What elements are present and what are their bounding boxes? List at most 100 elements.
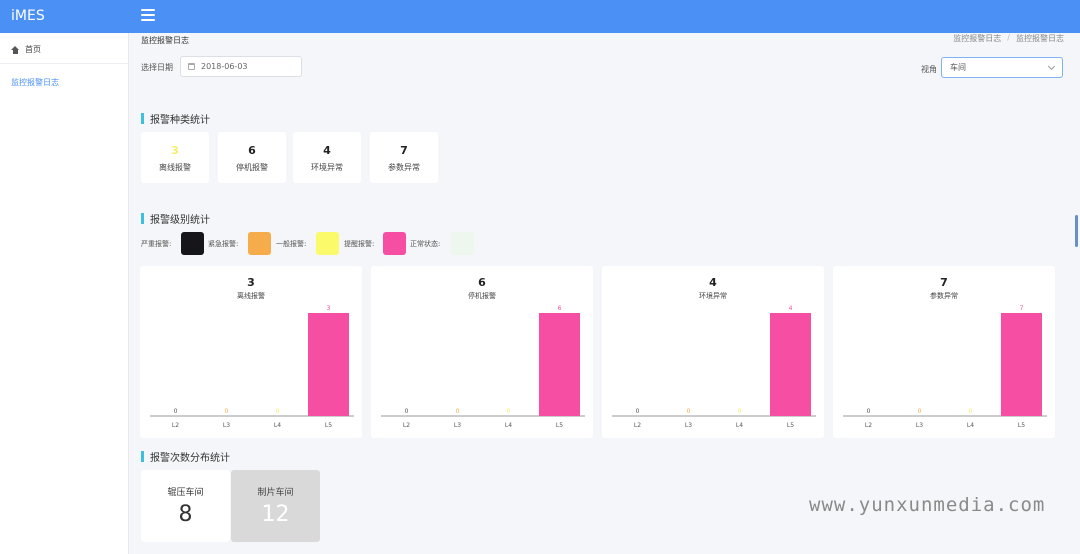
legend-label: 一般报警: bbox=[276, 240, 307, 248]
type-stat-label: 环境异常 bbox=[311, 163, 343, 172]
section-title: 报警级别统计 bbox=[150, 215, 210, 226]
alarm-level-chart: 4 环境异常 0 L2 0 L3 0 L4 4 L5 bbox=[602, 266, 824, 438]
chart-total: 4 bbox=[709, 276, 717, 289]
bar-value-label: 0 bbox=[687, 408, 691, 415]
legend-label: 正常状态: bbox=[410, 240, 441, 248]
legend-swatch bbox=[383, 232, 406, 255]
bar-value-label: 0 bbox=[738, 408, 742, 415]
legend-swatch bbox=[316, 232, 339, 255]
distribution-label: 制片车间 bbox=[257, 488, 294, 498]
chart-title: 参数异常 bbox=[930, 292, 958, 300]
legend-label: 紧急报警: bbox=[208, 240, 239, 248]
chart-bar[interactable] bbox=[1001, 313, 1042, 416]
type-stat-card[interactable]: 3 离线报警 bbox=[141, 132, 209, 183]
distribution-value: 8 bbox=[178, 502, 193, 527]
chart-bar[interactable] bbox=[539, 313, 580, 416]
breadcrumb-item[interactable]: 监控报警日志 bbox=[1016, 34, 1064, 43]
scrollbar-thumb[interactable] bbox=[1075, 215, 1078, 247]
sidebar: 首页 监控报警日志 bbox=[0, 33, 129, 554]
type-stat-value: 6 bbox=[248, 144, 256, 157]
x-tick-label: L3 bbox=[223, 422, 230, 429]
section-heading-types: 报警种类统计 bbox=[141, 111, 210, 126]
view-label: 视角 bbox=[921, 65, 937, 74]
legend-swatch bbox=[248, 232, 271, 255]
chart-total: 3 bbox=[247, 276, 255, 289]
page-title: 监控报警日志 bbox=[141, 36, 189, 45]
section-accent bbox=[141, 213, 144, 224]
distribution-label: 辊压车间 bbox=[167, 488, 204, 498]
bar-value-label: 0 bbox=[174, 408, 178, 415]
chart-total: 6 bbox=[478, 276, 486, 289]
x-tick-label: L2 bbox=[172, 422, 179, 429]
x-tick-label: L5 bbox=[556, 422, 563, 429]
date-picker-input[interactable]: 2018-06-03 bbox=[180, 56, 302, 77]
watermark: www.yunxunmedia.com bbox=[809, 494, 1046, 516]
calendar-icon bbox=[188, 63, 195, 70]
x-tick-label: L4 bbox=[274, 422, 281, 429]
distribution-card-sheet[interactable]: 制片车间 12 bbox=[231, 470, 320, 542]
type-stat-card[interactable]: 4 环境异常 bbox=[293, 132, 361, 183]
alarm-level-chart: 7 参数异常 0 L2 0 L3 0 L4 7 L5 bbox=[833, 266, 1055, 438]
distribution-value: 12 bbox=[261, 502, 290, 527]
section-accent bbox=[141, 113, 144, 124]
bar-chart: 0 L2 0 L3 0 L4 6 L5 bbox=[381, 305, 585, 429]
type-stat-label: 参数异常 bbox=[388, 163, 420, 172]
bar-value-label: 3 bbox=[327, 305, 331, 312]
bar-value-label: 0 bbox=[225, 408, 229, 415]
date-label: 选择日期 bbox=[141, 63, 173, 72]
view-select[interactable]: 车间 bbox=[941, 57, 1063, 78]
type-stat-card[interactable]: 7 参数异常 bbox=[370, 132, 438, 183]
bar-value-label: 0 bbox=[867, 408, 871, 415]
distribution-card-rolling[interactable]: 辊压车间 8 bbox=[141, 470, 230, 542]
chart-bar[interactable] bbox=[308, 313, 349, 416]
sidebar-item-home[interactable]: 首页 bbox=[11, 44, 41, 55]
x-tick-label: L3 bbox=[685, 422, 692, 429]
x-tick-label: L4 bbox=[736, 422, 743, 429]
bar-value-label: 0 bbox=[918, 408, 922, 415]
x-tick-label: L3 bbox=[454, 422, 461, 429]
bar-chart: 0 L2 0 L3 0 L4 7 L5 bbox=[843, 305, 1047, 429]
top-bar: iMES bbox=[0, 0, 1080, 33]
date-value: 2018-06-03 bbox=[201, 62, 248, 71]
bar-chart: 0 L2 0 L3 0 L4 4 L5 bbox=[612, 305, 816, 429]
bar-value-label: 0 bbox=[507, 408, 511, 415]
x-tick-label: L3 bbox=[916, 422, 923, 429]
bar-value-label: 0 bbox=[276, 408, 280, 415]
type-stat-value: 4 bbox=[323, 144, 331, 157]
sidebar-item-label: 首页 bbox=[25, 45, 41, 54]
app-brand[interactable]: iMES bbox=[11, 8, 45, 24]
x-tick-label: L2 bbox=[865, 422, 872, 429]
type-stat-value: 7 bbox=[400, 144, 408, 157]
type-stat-label: 停机报警 bbox=[236, 163, 268, 172]
type-stat-card[interactable]: 6 停机报警 bbox=[218, 132, 286, 183]
chart-title: 停机报警 bbox=[468, 292, 496, 300]
type-stat-label: 离线报警 bbox=[159, 163, 191, 172]
legend-label: 严重报警: bbox=[141, 240, 172, 248]
bar-value-label: 4 bbox=[789, 305, 793, 312]
alarm-level-chart: 6 停机报警 0 L2 0 L3 0 L4 6 L5 bbox=[371, 266, 593, 438]
bar-value-label: 0 bbox=[969, 408, 973, 415]
chevron-down-icon bbox=[1047, 62, 1056, 71]
sidebar-item-alarm-log[interactable]: 监控报警日志 bbox=[11, 78, 59, 87]
chart-total: 7 bbox=[940, 276, 948, 289]
chart-bar[interactable] bbox=[770, 313, 811, 416]
breadcrumb-item[interactable]: 监控报警日志 bbox=[953, 34, 1002, 43]
section-accent bbox=[141, 451, 144, 462]
x-tick-label: L5 bbox=[787, 422, 794, 429]
bar-value-label: 0 bbox=[636, 408, 640, 415]
x-tick-label: L2 bbox=[403, 422, 410, 429]
view-select-value: 车间 bbox=[950, 63, 966, 72]
x-tick-label: L5 bbox=[325, 422, 332, 429]
bar-value-label: 0 bbox=[456, 408, 460, 415]
x-tick-label: L5 bbox=[1018, 422, 1025, 429]
section-title: 报警次数分布统计 bbox=[150, 453, 230, 464]
x-tick-label: L2 bbox=[634, 422, 641, 429]
bar-chart: 0 L2 0 L3 0 L4 3 L5 bbox=[150, 305, 354, 429]
bar-value-label: 6 bbox=[558, 305, 562, 312]
type-stat-value: 3 bbox=[171, 144, 179, 157]
sidebar-divider bbox=[0, 63, 128, 64]
legend-swatch bbox=[451, 232, 474, 255]
menu-toggle-icon[interactable] bbox=[141, 9, 155, 21]
legend-label: 提醒报警: bbox=[344, 240, 375, 248]
section-title: 报警种类统计 bbox=[150, 115, 210, 126]
